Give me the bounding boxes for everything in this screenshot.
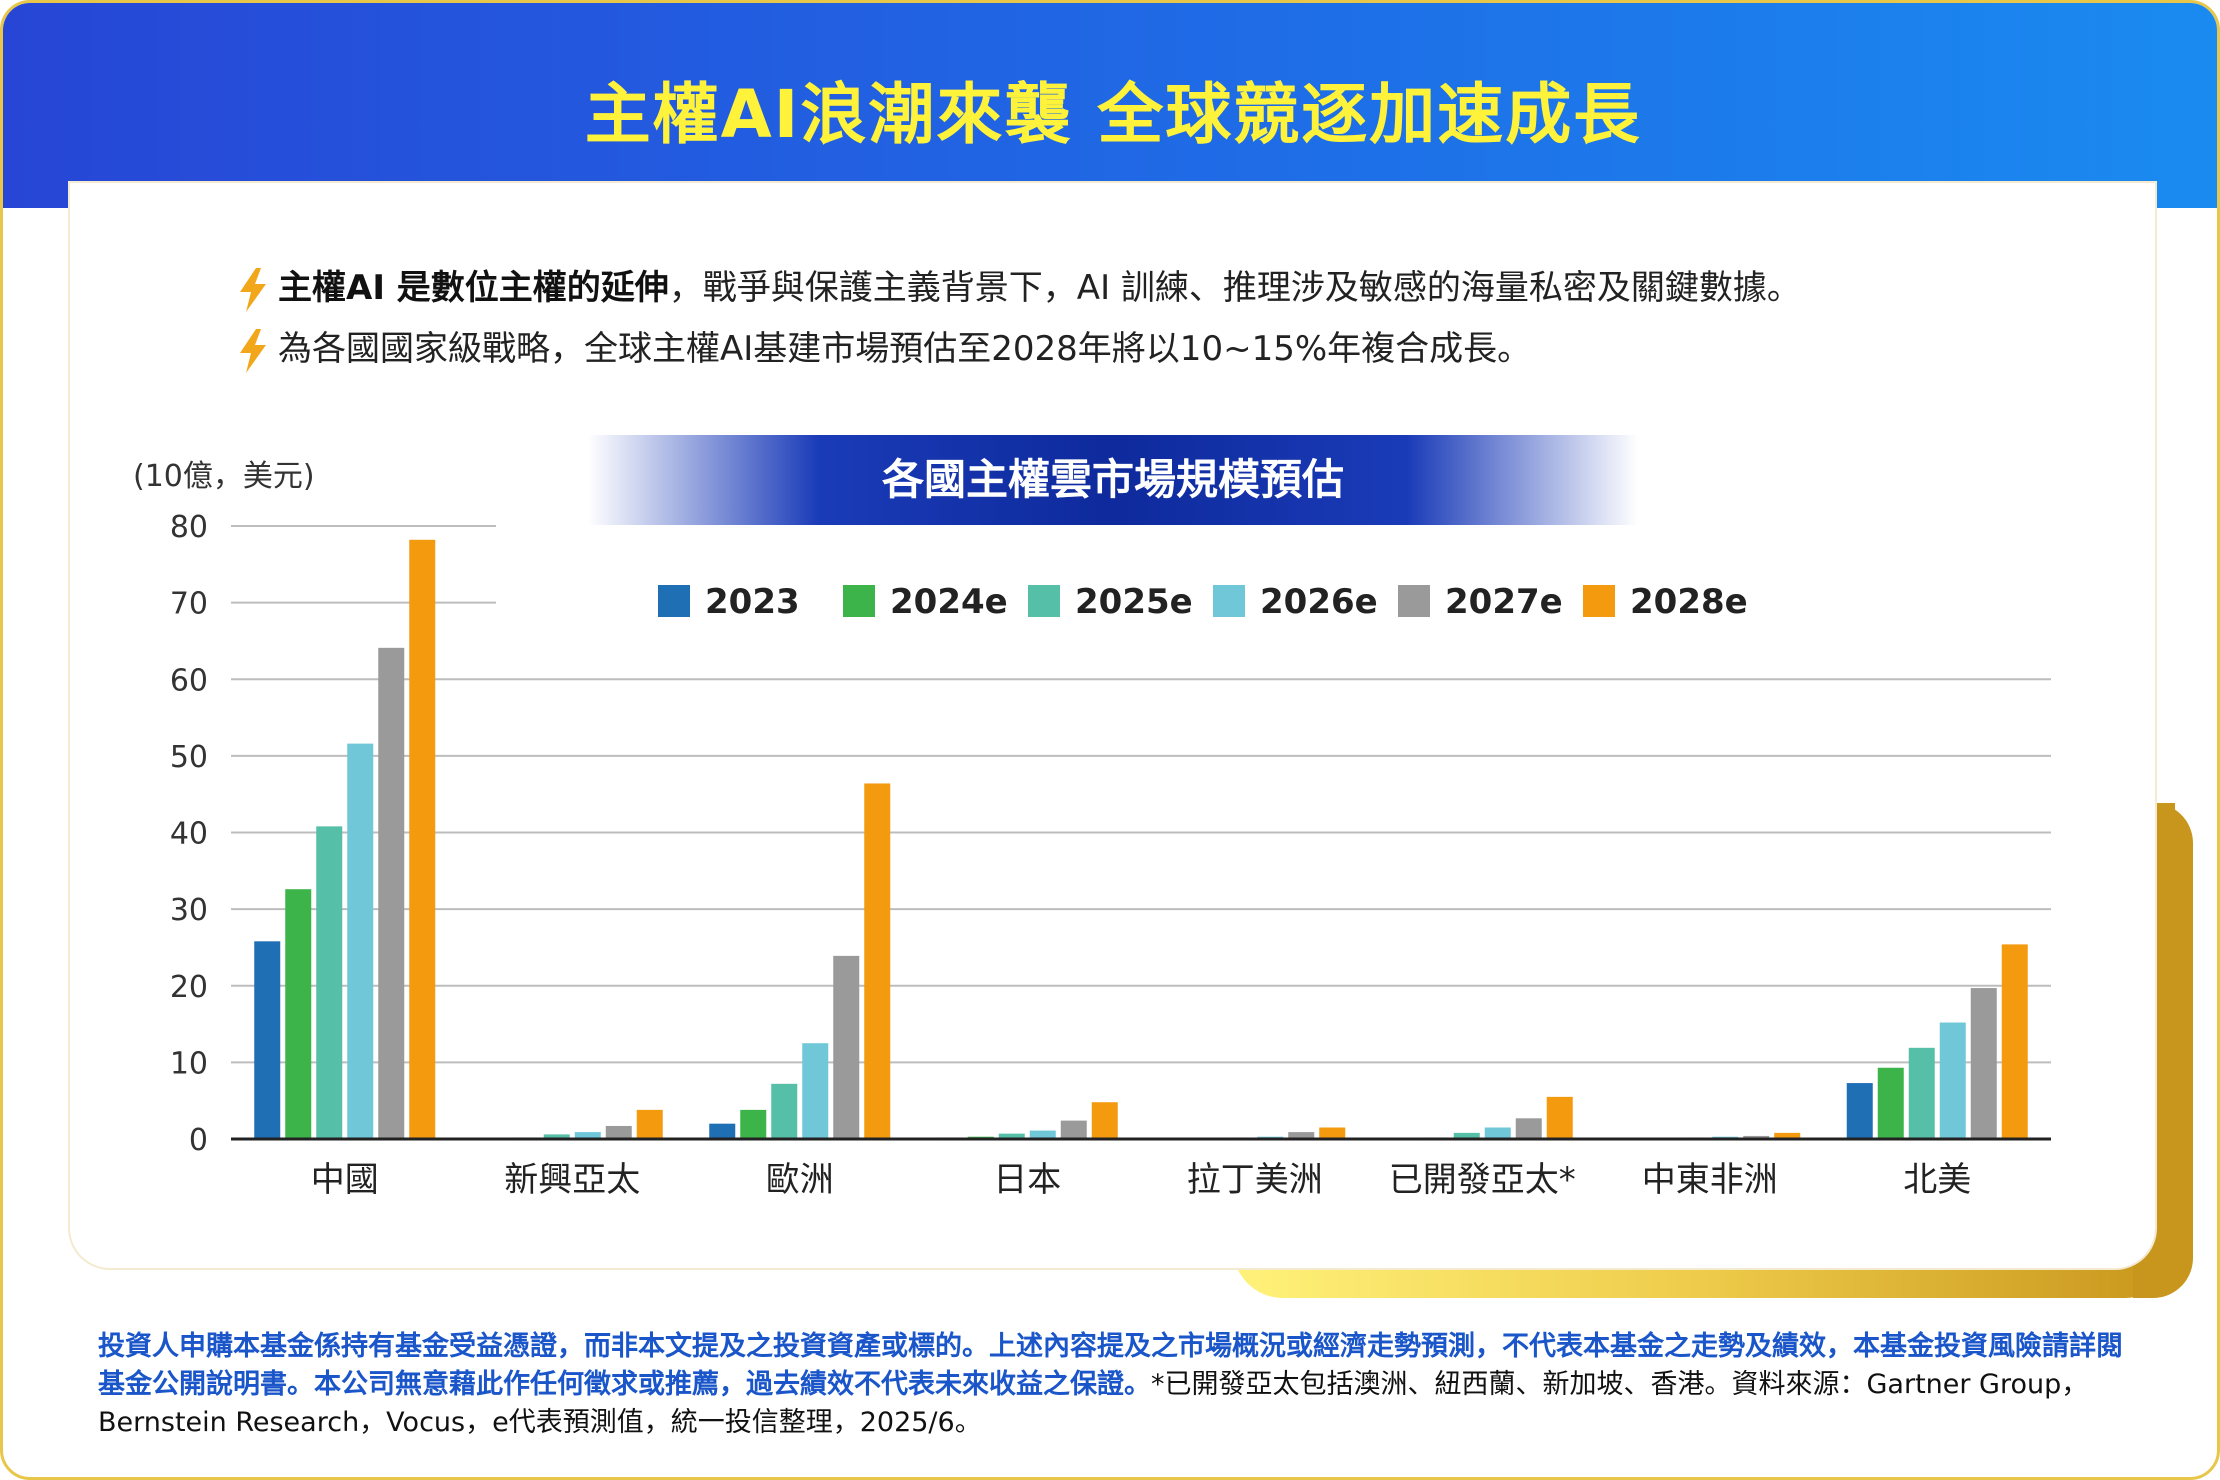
y-tick-label: 60 <box>170 663 208 698</box>
legend-label: 2028e <box>1630 582 1748 622</box>
category-label: 中國 <box>311 1160 379 1200</box>
header-banner: 主權AI浪潮來襲 全球競逐加速成長 <box>3 3 2217 208</box>
category-label: 日本 <box>993 1160 1061 1200</box>
category-label: 已開發亞太* <box>1389 1160 1576 1200</box>
legend-label: 2023 <box>705 582 800 622</box>
y-tick-label: 10 <box>170 1046 208 1081</box>
category-label: 歐洲 <box>766 1160 834 1200</box>
bar <box>1846 1083 1873 1139</box>
bar <box>1877 1067 1904 1139</box>
category-label: 北美 <box>1903 1160 1971 1200</box>
bar <box>1060 1120 1087 1139</box>
footer-disclaimer: 投資人申購本基金係持有基金受益憑證，而非本文提及之投資資產或標的。上述內容提及之… <box>98 1328 2128 1442</box>
bar <box>998 1133 1025 1139</box>
bar <box>1908 1047 1935 1139</box>
chart-title: 各國主權雲市場規模預估 <box>881 455 1344 504</box>
bar <box>1970 988 1997 1139</box>
y-tick-label: 40 <box>170 817 208 852</box>
category-label: 新興亞太 <box>504 1160 640 1200</box>
bar <box>574 1132 601 1139</box>
legend-swatch <box>1398 585 1430 617</box>
bar <box>1484 1127 1511 1139</box>
bar <box>740 1109 767 1139</box>
bar <box>802 1043 829 1139</box>
bar <box>1029 1130 1056 1139</box>
bar <box>605 1125 632 1139</box>
bar-chart: 0 10 20 30 40 50 60 70 80 中國 新興亞太 歐洲 日本 拉丁美洲 已開發亞太* 中東非… <box>170 510 2051 1200</box>
bar <box>833 955 860 1139</box>
chart-title-bar <box>588 435 1638 525</box>
bullet-1: 主權AI 是數位主權的延伸，戰爭與保護主義背景下，AI 訓練、推理涉及敏感的海量… <box>236 263 1801 313</box>
bar <box>409 539 436 1139</box>
y-axis-unit-label: (10億，美元) <box>133 459 315 494</box>
legend-label: 2024e <box>890 582 1008 622</box>
legend-label: 2025e <box>1075 582 1193 622</box>
lightning-bolt-icon <box>240 267 266 312</box>
bullet-2-text: 為各國國家級戰略，全球主權AI基建市場預估至2028年將以10~15%年複合成長… <box>278 329 1532 369</box>
bar <box>1515 1118 1542 1139</box>
y-tick-label: 30 <box>170 893 208 928</box>
bar <box>864 783 891 1139</box>
bar <box>771 1083 798 1139</box>
bar <box>1774 1132 1801 1139</box>
bar <box>1091 1102 1118 1139</box>
legend-label: 2027e <box>1445 582 1563 622</box>
bar <box>1453 1132 1480 1139</box>
y-tick-label: 70 <box>170 587 208 622</box>
footer-disclaimer-source: *已開發亞太包括澳洲、紐西蘭、新加坡、香港。資料來源：Gartner Group… <box>98 1369 2089 1438</box>
bar <box>254 941 281 1139</box>
bar <box>2001 944 2028 1139</box>
footer-disclaimer-blue: 投資人申購本基金係持有基金受益憑證，而非本文提及之投資資產或標的。上述內容提及之… <box>98 1331 2123 1400</box>
legend-swatch <box>843 585 875 617</box>
page-title: 主權AI浪潮來襲 全球競逐加速成長 <box>584 76 1642 153</box>
bullet-2: 為各國國家級戰略，全球主權AI基建市場預估至2028年將以10~15%年複合成長… <box>236 324 1531 374</box>
bar <box>347 743 374 1139</box>
legend-swatch <box>658 585 690 617</box>
legend-label: 2026e <box>1260 582 1378 622</box>
bar <box>1546 1096 1573 1139</box>
bar <box>1743 1135 1770 1139</box>
category-label: 拉丁美洲 <box>1187 1160 1323 1200</box>
category-label: 中東非洲 <box>1642 1160 1778 1200</box>
y-tick-label: 20 <box>170 970 208 1005</box>
bar <box>1319 1127 1346 1139</box>
bar <box>316 826 343 1139</box>
legend-swatch <box>1213 585 1245 617</box>
y-tick-label: 50 <box>170 740 208 775</box>
bar <box>709 1123 736 1139</box>
legend-swatch <box>1028 585 1060 617</box>
y-tick-label: 80 <box>170 510 208 545</box>
bar <box>378 647 405 1139</box>
bar <box>1288 1132 1315 1139</box>
bar <box>1939 1022 1966 1139</box>
lightning-bolt-icon <box>240 328 266 373</box>
bar <box>636 1109 663 1139</box>
y-tick-label: 0 <box>189 1123 208 1158</box>
legend-swatch <box>1583 585 1615 617</box>
bar <box>543 1134 570 1139</box>
bar <box>285 889 312 1139</box>
bullet-1-bold: 主權AI 是數位主權的延伸 <box>278 268 669 308</box>
bullet-1-text: ，戰爭與保護主義背景下，AI 訓練、推理涉及敏感的海量私密及關鍵數據。 <box>668 268 1801 308</box>
